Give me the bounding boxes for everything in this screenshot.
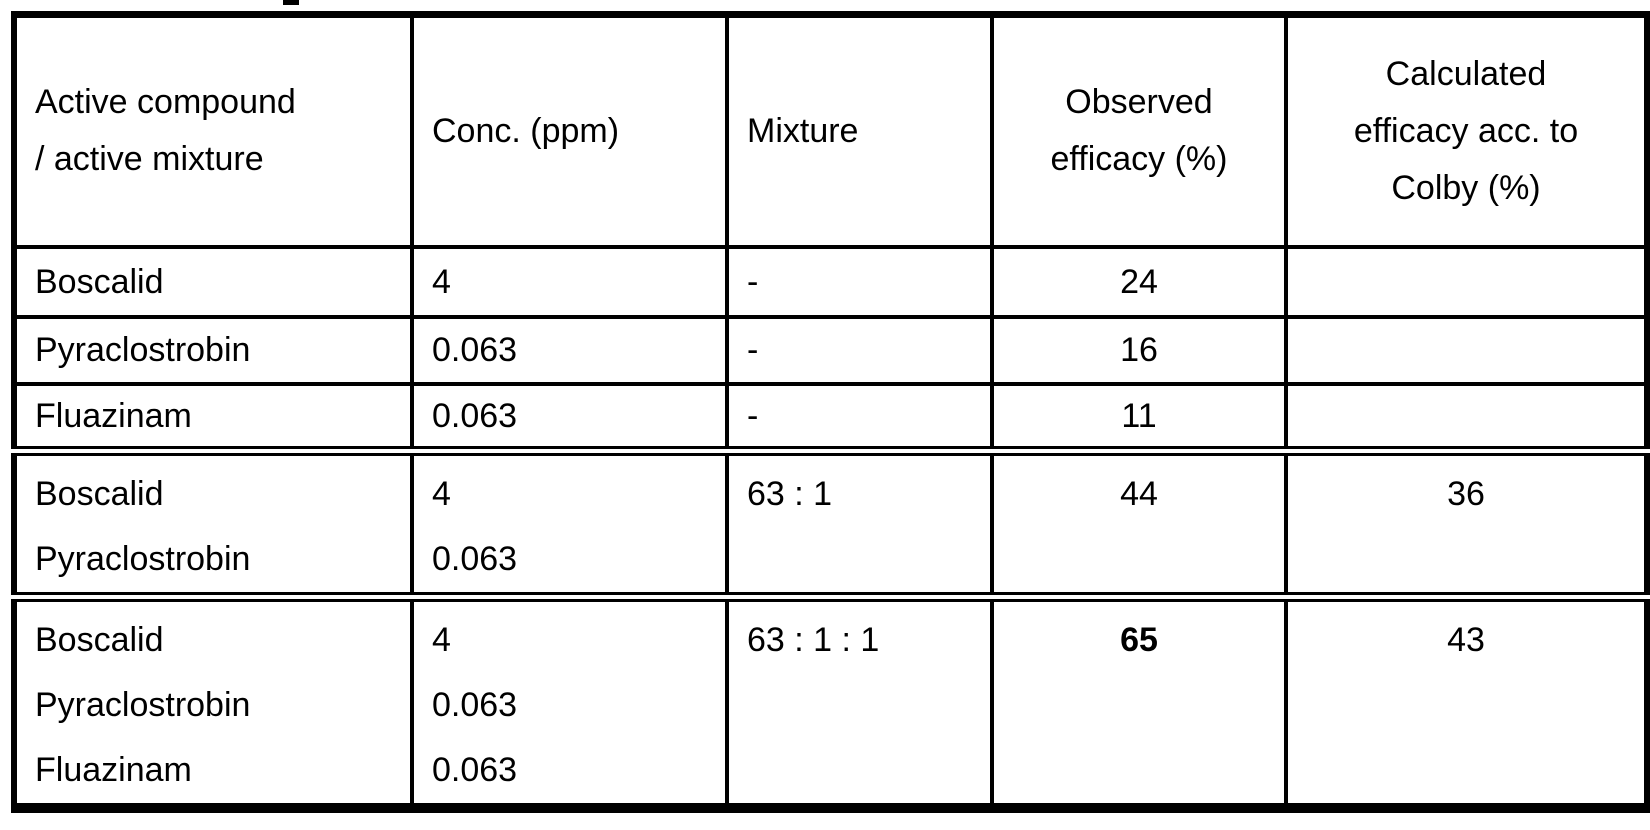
- cell-observed: 16: [990, 314, 1288, 386]
- cell-mixture: -: [725, 314, 994, 386]
- cell-observed: 11: [990, 381, 1288, 453]
- table-row: Fluazinam 0.063 - 11: [12, 381, 1650, 453]
- cropped-text-fragment: [283, 0, 299, 5]
- cell-mixture: -: [725, 244, 994, 319]
- header-conc-ppm: Conc. (ppm): [410, 12, 729, 249]
- cell-calculated: 43: [1284, 591, 1650, 810]
- header-calculated-efficacy: Calculated efficacy acc. to Colby (%): [1284, 12, 1650, 249]
- cell-compound: Fluazinam: [12, 381, 414, 453]
- cell-conc: 0.063: [410, 381, 729, 453]
- cell-observed: 65: [990, 591, 1288, 810]
- header-observed-efficacy: Observed efficacy (%): [990, 12, 1288, 249]
- cell-calculated: 36: [1284, 445, 1650, 599]
- header-active-compound: Active compound / active mixture: [12, 12, 414, 249]
- cell-conc: 4 0.063 0.063: [410, 591, 729, 810]
- table-row: Boscalid 4 - 24: [12, 244, 1650, 319]
- header-mixture: Mixture: [725, 12, 994, 249]
- cell-observed: 24: [990, 244, 1288, 319]
- efficacy-table: Active compound / active mixture Conc. (…: [11, 11, 1650, 813]
- cell-mixture: 63 : 1 : 1: [725, 591, 994, 810]
- cell-compound: Boscalid Pyraclostrobin: [12, 445, 414, 599]
- cell-mixture: -: [725, 381, 994, 453]
- cell-mixture: 63 : 1: [725, 445, 994, 599]
- table-row: Boscalid Pyraclostrobin Fluazinam 4 0.06…: [12, 591, 1650, 810]
- cell-compound: Boscalid Pyraclostrobin Fluazinam: [12, 591, 414, 810]
- table-row: Boscalid Pyraclostrobin 4 0.063 63 : 1 4…: [12, 445, 1650, 599]
- cell-conc: 0.063: [410, 314, 729, 386]
- table-row: Pyraclostrobin 0.063 - 16: [12, 314, 1650, 386]
- cell-observed: 44: [990, 445, 1288, 599]
- cell-compound: Boscalid: [12, 244, 414, 319]
- cell-calculated: [1284, 381, 1650, 453]
- cell-calculated: [1284, 244, 1650, 319]
- cell-conc: 4 0.063: [410, 445, 729, 599]
- cell-compound: Pyraclostrobin: [12, 314, 414, 386]
- cell-conc: 4: [410, 244, 729, 319]
- cell-calculated: [1284, 314, 1650, 386]
- table-header-row: Active compound / active mixture Conc. (…: [12, 12, 1650, 249]
